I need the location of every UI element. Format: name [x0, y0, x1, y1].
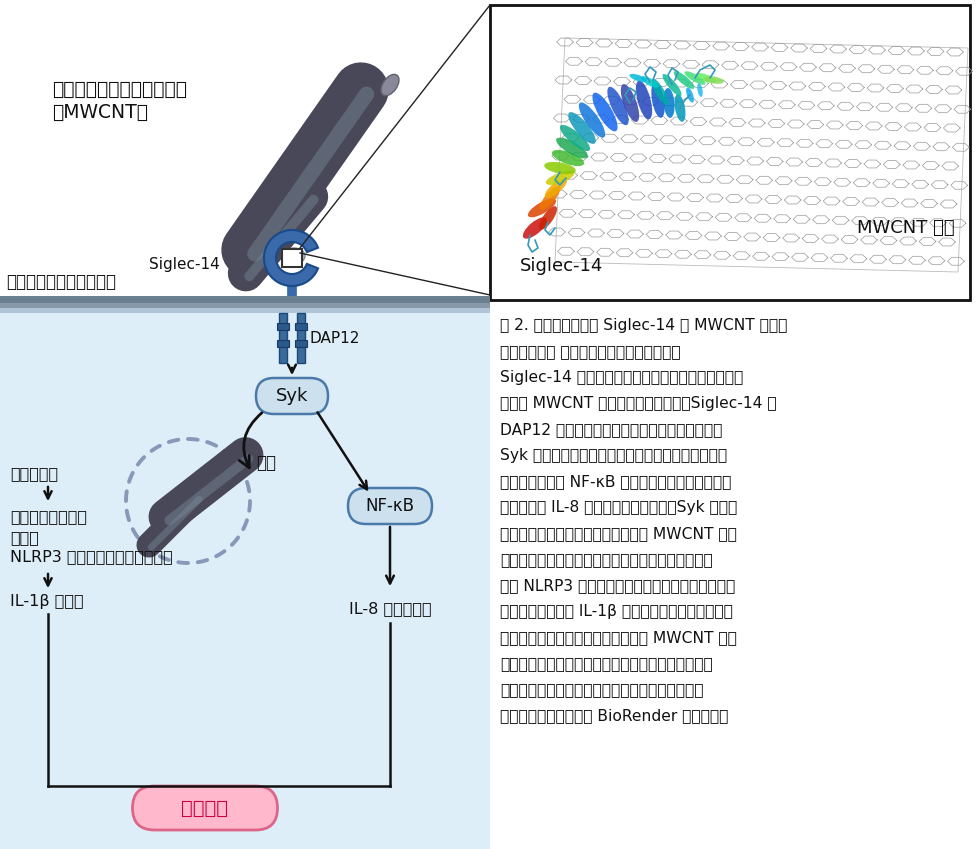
- Ellipse shape: [539, 206, 556, 230]
- FancyBboxPatch shape: [347, 488, 431, 524]
- Ellipse shape: [606, 87, 628, 126]
- Ellipse shape: [641, 76, 658, 87]
- Bar: [0, 303, 490, 308]
- Polygon shape: [555, 38, 967, 272]
- FancyArrowPatch shape: [317, 413, 367, 489]
- Text: のマクロファージ炎症応答によって MWCNT の炎: のマクロファージ炎症応答によって MWCNT の炎: [500, 630, 736, 645]
- Text: IL-1β の分泌: IL-1β の分泌: [10, 594, 83, 609]
- Text: 下流の転写因子 NF-κB が活性化され、炎症性サイ: 下流の転写因子 NF-κB が活性化され、炎症性サイ: [500, 474, 731, 489]
- Ellipse shape: [578, 103, 604, 138]
- Ellipse shape: [559, 125, 590, 151]
- Text: 死や NLRP3 インフラマソームを活性化させ、炎症: 死や NLRP3 インフラマソームを活性化させ、炎症: [500, 578, 734, 593]
- Text: 図 2. マクロファージ Siglec-14 の MWCNT 認識と: 図 2. マクロファージ Siglec-14 の MWCNT 認識と: [500, 318, 786, 333]
- Bar: [294, 323, 307, 330]
- Text: 細胞ストレス応答: 細胞ストレス応答: [10, 509, 87, 524]
- Ellipse shape: [695, 73, 716, 83]
- FancyArrowPatch shape: [288, 365, 295, 373]
- Ellipse shape: [620, 84, 639, 122]
- Ellipse shape: [684, 71, 705, 85]
- Ellipse shape: [527, 199, 556, 217]
- Ellipse shape: [674, 94, 685, 121]
- Text: DAP12: DAP12: [310, 330, 360, 346]
- Ellipse shape: [544, 178, 566, 198]
- Ellipse shape: [663, 88, 674, 118]
- Text: Siglec-14: Siglec-14: [519, 257, 602, 275]
- Text: 動力学シミュレーションのスナップショットを示: 動力学シミュレーションのスナップショットを示: [500, 682, 703, 697]
- Ellipse shape: [567, 112, 596, 143]
- Ellipse shape: [696, 83, 702, 97]
- Text: 症毒性が誘発されると考えられる。黒四角内は分子: 症毒性が誘発されると考えられる。黒四角内は分子: [500, 656, 712, 671]
- Bar: [490, 5, 969, 300]
- Bar: [294, 340, 307, 347]
- Text: 炎症応答機構 マクロファージ細胞表面上の: 炎症応答機構 マクロファージ細胞表面上の: [500, 344, 680, 359]
- Text: Siglec-14: Siglec-14: [149, 256, 220, 272]
- Text: 食胞の損傷: 食胞の損傷: [10, 466, 58, 481]
- Ellipse shape: [592, 93, 617, 132]
- Bar: [0, 296, 490, 303]
- Text: す。図の作成にあたり BioRender を用いた。: す。図の作成にあたり BioRender を用いた。: [500, 708, 728, 723]
- Text: マクロファージ細胞表面: マクロファージ細胞表面: [6, 273, 115, 291]
- Polygon shape: [264, 230, 318, 286]
- FancyArrowPatch shape: [239, 413, 261, 468]
- Text: 貪食: 貪食: [255, 454, 276, 472]
- Ellipse shape: [546, 171, 574, 185]
- Ellipse shape: [629, 74, 645, 82]
- Text: NF-κB: NF-κB: [365, 497, 414, 515]
- Ellipse shape: [522, 217, 547, 239]
- Text: DAP12 というアダプタータンパク質と会合し、: DAP12 というアダプタータンパク質と会合し、: [500, 422, 722, 437]
- Bar: [277, 340, 289, 347]
- Ellipse shape: [650, 82, 664, 118]
- Text: IL-8 産生・分泌: IL-8 産生・分泌: [348, 601, 431, 616]
- FancyArrowPatch shape: [385, 526, 393, 583]
- Text: Syk というリン酸化酵素を活性化する。続いてその: Syk というリン酸化酵素を活性化する。続いてその: [500, 448, 727, 463]
- Text: 介して MWCNT を認識して谪食する。Siglec-14 は: 介して MWCNT を認識して谪食する。Siglec-14 は: [500, 396, 776, 411]
- Text: クロファージ食胞を傷害する。そのストレスが細胞: クロファージ食胞を傷害する。そのストレスが細胞: [500, 552, 712, 567]
- Ellipse shape: [686, 87, 693, 103]
- Text: 多層カーボンナノチューブ: 多層カーボンナノチューブ: [52, 80, 187, 99]
- Text: 性サイトカインの IL-1β の分泌を誘導する。これら: 性サイトカインの IL-1β の分泌を誘導する。これら: [500, 604, 733, 619]
- Ellipse shape: [636, 81, 651, 120]
- Ellipse shape: [283, 248, 305, 264]
- Bar: [0, 308, 490, 313]
- Bar: [296, 313, 305, 363]
- Text: MWCNT 表面: MWCNT 表面: [857, 219, 954, 237]
- Ellipse shape: [539, 186, 559, 210]
- Ellipse shape: [662, 74, 681, 96]
- Bar: [0, 313, 490, 849]
- Ellipse shape: [556, 138, 587, 159]
- Bar: [279, 313, 287, 363]
- Bar: [282, 249, 301, 267]
- Ellipse shape: [544, 162, 575, 174]
- Bar: [277, 323, 289, 330]
- Ellipse shape: [651, 79, 668, 105]
- Text: Syk: Syk: [276, 387, 308, 405]
- FancyBboxPatch shape: [132, 786, 277, 830]
- Text: トカインの IL-8 が産生・分泌される。Syk の活性: トカインの IL-8 が産生・分泌される。Syk の活性: [500, 500, 736, 515]
- Ellipse shape: [552, 150, 584, 166]
- FancyArrowPatch shape: [44, 574, 52, 586]
- Ellipse shape: [673, 71, 693, 89]
- Text: Siglec-14 受容体は、芳香属アミノ酸クラスターを: Siglec-14 受容体は、芳香属アミノ酸クラスターを: [500, 370, 742, 385]
- Ellipse shape: [380, 75, 399, 96]
- FancyArrowPatch shape: [44, 486, 52, 498]
- Text: 細胞死: 細胞死: [10, 530, 39, 545]
- Text: （MWCNT）: （MWCNT）: [52, 103, 148, 122]
- Ellipse shape: [703, 76, 723, 84]
- Text: 慢性炎症: 慢性炎症: [181, 799, 228, 818]
- Text: 化は谪食作用を誘導し、谪食された MWCNT はマ: 化は谪食作用を誘導し、谪食された MWCNT はマ: [500, 526, 736, 541]
- Text: NLRP3 インフラマソーム活性化: NLRP3 インフラマソーム活性化: [10, 549, 172, 564]
- FancyBboxPatch shape: [255, 378, 328, 414]
